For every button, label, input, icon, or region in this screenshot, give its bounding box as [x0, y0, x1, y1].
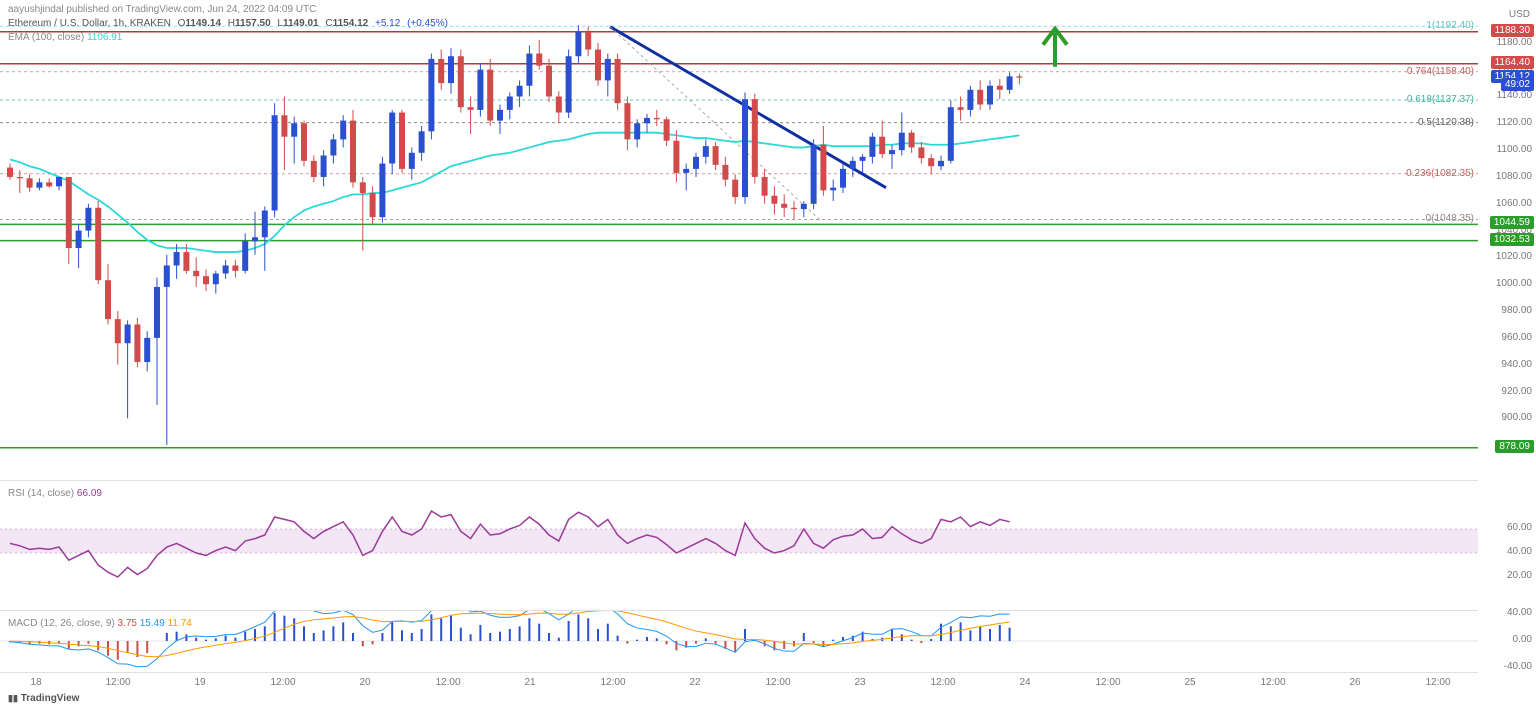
macd-axis: 40.000.00-40.00: [1478, 610, 1536, 670]
fib-label: 1(1192.40): [1426, 20, 1474, 31]
publish-info: aayushjindal published on TradingView.co…: [8, 4, 316, 15]
price-chart[interactable]: [0, 16, 1478, 472]
rsi-panel[interactable]: [0, 480, 1478, 600]
rsi-axis: 60.0040.0020.00: [1478, 480, 1536, 600]
fib-label: 0.764(1158.40): [1407, 66, 1474, 77]
fib-label: 0.618(1137.37): [1407, 94, 1474, 105]
fib-label: 0(1048.35): [1426, 213, 1474, 224]
fib-label: 0.236(1082.35): [1406, 168, 1474, 179]
tradingview-logo: ▮▮ TradingView: [8, 693, 79, 704]
time-axis: 1812:001912:002012:002112:002212:002312:…: [0, 672, 1478, 692]
fib-label: 0.5(1120.38): [1418, 117, 1474, 128]
macd-panel[interactable]: [0, 610, 1478, 670]
price-axis: 1180.001160.001140.001120.001100.001080.…: [1478, 16, 1536, 472]
